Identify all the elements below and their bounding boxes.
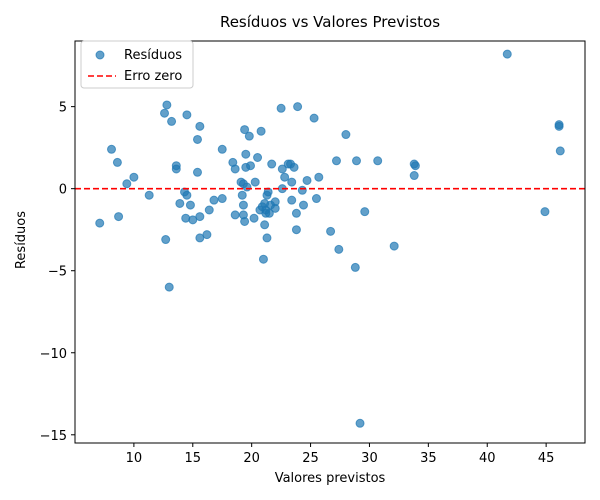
x-tick-label: 20 (243, 451, 260, 466)
x-tick-label: 15 (185, 451, 202, 466)
data-point (260, 220, 270, 230)
data-point (182, 190, 192, 200)
axes-frame (74, 40, 586, 444)
data-point (314, 172, 324, 182)
data-point (240, 216, 250, 226)
data-point (242, 182, 252, 192)
data-point (161, 235, 171, 245)
data-point (171, 161, 181, 171)
data-point (409, 171, 419, 181)
x-tick-label: 35 (420, 451, 437, 466)
data-point (291, 225, 301, 235)
data-point (334, 244, 344, 254)
data-point (555, 146, 565, 156)
data-point (373, 156, 383, 166)
data-point (202, 230, 212, 240)
y-tick-label: 0 (59, 183, 67, 198)
data-point (280, 172, 290, 182)
x-tick-label: 25 (302, 451, 319, 466)
y-axis-label: Resíduos (14, 211, 29, 269)
data-point (287, 195, 297, 205)
x-tick-label: 40 (479, 451, 496, 466)
data-point (144, 190, 154, 200)
data-point (204, 205, 214, 215)
data-point (253, 153, 263, 162)
data-point (160, 108, 170, 118)
data-point (167, 116, 177, 126)
data-point (230, 210, 240, 220)
data-point (299, 200, 308, 210)
chart-title: Resíduos vs Valores Previstos (220, 13, 440, 31)
data-point (256, 126, 266, 136)
data-point (289, 162, 299, 172)
data-point (352, 156, 361, 166)
legend-label-zero-line: Erro zero (124, 69, 182, 84)
legend: Resíduos Erro zero (80, 40, 194, 89)
data-point (162, 100, 172, 110)
data-point (175, 198, 185, 208)
y-tick-label: 5 (59, 101, 67, 116)
data-point (326, 226, 336, 236)
data-point (291, 208, 301, 218)
x-axis-label: Valores previstos (275, 471, 386, 486)
data-point (192, 134, 202, 144)
data-point (287, 177, 297, 187)
x-tick-label: 10 (126, 451, 143, 466)
data-point (250, 177, 260, 187)
legend-label-residuals: Resíduos (124, 48, 182, 63)
data-point (331, 156, 341, 166)
data-point (209, 195, 219, 205)
data-point (195, 121, 205, 131)
data-point (355, 418, 365, 428)
data-point (297, 185, 307, 195)
data-point (195, 212, 205, 222)
data-point (293, 102, 303, 112)
data-point (230, 164, 240, 174)
data-point (112, 157, 122, 167)
data-point (107, 144, 117, 154)
data-point (182, 110, 192, 120)
data-point (258, 254, 268, 264)
data-point (350, 262, 360, 272)
data-point (410, 161, 420, 171)
x-tick-label: 45 (538, 451, 555, 466)
data-point (267, 159, 277, 169)
data-point (238, 200, 248, 210)
data-point (341, 130, 351, 140)
data-point (217, 144, 227, 154)
data-point (185, 200, 195, 210)
data-point (540, 207, 550, 217)
data-point (309, 113, 319, 123)
data-point (311, 194, 321, 204)
data-point (244, 131, 254, 141)
data-point (95, 218, 105, 228)
data-point (129, 172, 139, 182)
data-point (389, 241, 399, 251)
data-point (237, 190, 247, 200)
data-point (114, 212, 124, 222)
data-point (302, 175, 312, 185)
data-point (502, 49, 512, 59)
data-point (554, 120, 564, 130)
legend-marker-residuals (95, 50, 105, 60)
x-tick-label: 30 (361, 451, 378, 466)
y-tick-label: −5 (48, 265, 67, 280)
data-point (122, 179, 132, 189)
data-point (217, 194, 227, 204)
data-point (262, 233, 272, 243)
y-tick-label: −15 (40, 429, 67, 444)
data-point (241, 149, 251, 159)
data-point (270, 197, 280, 207)
data-point (192, 167, 202, 177)
data-point (246, 161, 255, 171)
data-point (249, 213, 259, 223)
data-point (360, 207, 370, 217)
data-point (277, 164, 287, 174)
data-point (240, 125, 250, 135)
data-point (164, 282, 174, 292)
y-tick-label: −10 (40, 347, 67, 362)
data-point (276, 103, 286, 113)
